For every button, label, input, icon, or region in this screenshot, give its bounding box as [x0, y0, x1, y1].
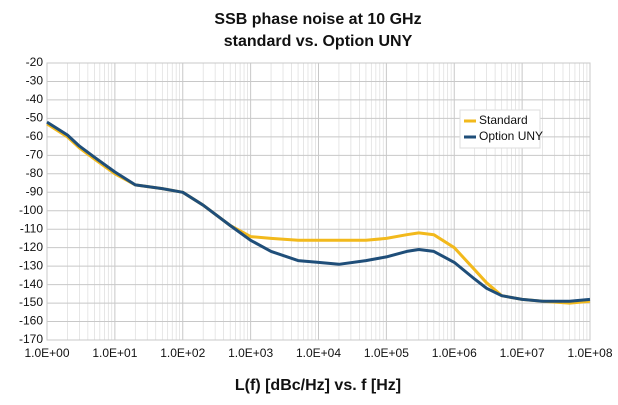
- y-tick-label: -130: [19, 258, 43, 272]
- y-tick-label: -50: [26, 111, 44, 125]
- legend-label: Standard: [479, 113, 528, 127]
- x-tick-label: 1.0E+02: [160, 346, 205, 360]
- x-tick-label: 1.0E+01: [92, 346, 137, 360]
- y-tick-label: -90: [26, 184, 44, 198]
- y-tick-label: -20: [26, 55, 44, 69]
- series-line: [46, 120, 591, 303]
- chart-subtitle: standard vs. Option UNY: [224, 33, 413, 50]
- y-tick-label: -170: [19, 332, 43, 346]
- legend-label: Option UNY: [479, 129, 543, 143]
- y-tick-label: -80: [26, 166, 44, 180]
- chart-title: SSB phase noise at 10 GHz: [214, 11, 421, 28]
- y-tick-label: -150: [19, 295, 43, 309]
- y-tick-label: -110: [20, 221, 43, 235]
- y-tick-label: -70: [26, 148, 44, 162]
- x-tick-label: 1.0E+06: [432, 346, 477, 360]
- x-tick-label: 1.0E+07: [500, 346, 545, 360]
- x-tick-label: 1.0E+08: [567, 346, 612, 360]
- y-tick-label: -40: [26, 92, 44, 106]
- x-tick-label: 1.0E+05: [364, 346, 409, 360]
- x-tick-label: 1.0E+03: [228, 346, 273, 360]
- y-tick-label: -140: [19, 277, 43, 291]
- x-tick-label: 1.0E+00: [24, 346, 69, 360]
- y-tick-label: -30: [26, 74, 44, 88]
- y-tick-label: -120: [19, 240, 43, 254]
- y-tick-label: -100: [19, 203, 43, 217]
- y-tick-label: -160: [19, 314, 43, 328]
- x-tick-label: 1.0E+04: [296, 346, 341, 360]
- legend-box: [459, 109, 541, 149]
- x-axis-title: L(f) [dBc/Hz] vs. f [Hz]: [235, 377, 401, 394]
- y-tick-label: -60: [26, 129, 44, 143]
